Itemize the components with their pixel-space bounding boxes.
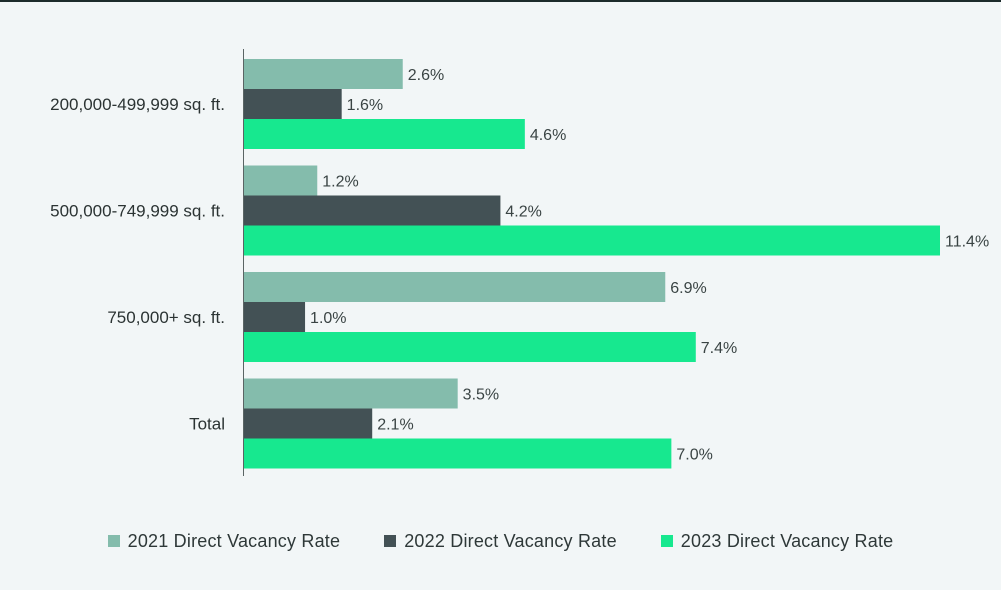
bar-2023-3 bbox=[244, 438, 672, 469]
value-label-2021-3: 3.5% bbox=[463, 387, 499, 404]
bar-2023-0 bbox=[244, 119, 525, 149]
legend-label-2022: 2022 Direct Vacancy Rate bbox=[404, 530, 617, 551]
bar-2021-0 bbox=[244, 59, 403, 89]
legend-label-2021: 2021 Direct Vacancy Rate bbox=[127, 530, 341, 551]
legend-label-2023: 2023 Direct Vacancy Rate bbox=[680, 530, 894, 551]
category-label-1: 500,000-749,999 sq. ft. bbox=[50, 202, 225, 221]
legend-item-2023: 2023 Direct Vacancy Rate bbox=[660, 530, 894, 552]
legend-item-2021: 2021 Direct Vacancy Rate bbox=[107, 530, 341, 552]
value-label-2021-1: 1.2% bbox=[322, 174, 358, 191]
bars-layer bbox=[244, 59, 940, 469]
legend-swatch-2022 bbox=[384, 535, 397, 547]
bar-2023-1 bbox=[244, 225, 940, 256]
bar-2022-3 bbox=[244, 408, 373, 439]
value-label-2023-3: 7.0% bbox=[676, 447, 712, 464]
top-rule bbox=[0, 0, 1001, 2]
bar-chart: 2.6% 1.6% 4.6% 1.2% 4.2% 11.4% 6.9% 1.0% 7.4% 3.5… bbox=[50, 49, 989, 476]
category-label-3: Total bbox=[189, 415, 225, 434]
value-label-2022-0: 1.6% bbox=[347, 97, 383, 114]
category-labels-layer: 200,000-499,999 sq. ft. 500,000-749,999 s… bbox=[50, 95, 225, 434]
value-labels-layer: 2.6% 1.6% 4.6% 1.2% 4.2% 11.4% 6.9% 1.0% 7.4% 3.5… bbox=[310, 67, 989, 464]
bar-2021-3 bbox=[244, 378, 458, 409]
value-label-2022-1: 4.2% bbox=[505, 204, 541, 221]
value-label-2022-2: 1.0% bbox=[310, 310, 346, 327]
bar-2022-1 bbox=[244, 195, 501, 226]
legend-swatch-2021 bbox=[107, 535, 120, 547]
bar-2022-2 bbox=[244, 302, 306, 332]
value-label-2023-1: 11.4% bbox=[945, 234, 989, 251]
category-label-0: 200,000-499,999 sq. ft. bbox=[50, 95, 225, 114]
value-label-2023-0: 4.6% bbox=[530, 127, 566, 144]
bar-2021-2 bbox=[244, 272, 666, 302]
value-label-2021-0: 2.6% bbox=[408, 67, 444, 84]
category-label-2: 750,000+ sq. ft. bbox=[107, 308, 225, 327]
legend: 2021 Direct Vacancy Rate 2022 Direct Vac… bbox=[0, 526, 1001, 556]
value-label-2023-2: 7.4% bbox=[701, 340, 737, 357]
bar-2021-1 bbox=[244, 165, 318, 196]
value-label-2022-3: 2.1% bbox=[377, 417, 413, 434]
legend-item-2022: 2022 Direct Vacancy Rate bbox=[384, 531, 617, 552]
bar-2023-2 bbox=[244, 332, 696, 362]
value-label-2021-2: 6.9% bbox=[670, 280, 706, 297]
bar-2022-0 bbox=[244, 89, 342, 119]
legend-swatch-2023 bbox=[660, 535, 673, 547]
